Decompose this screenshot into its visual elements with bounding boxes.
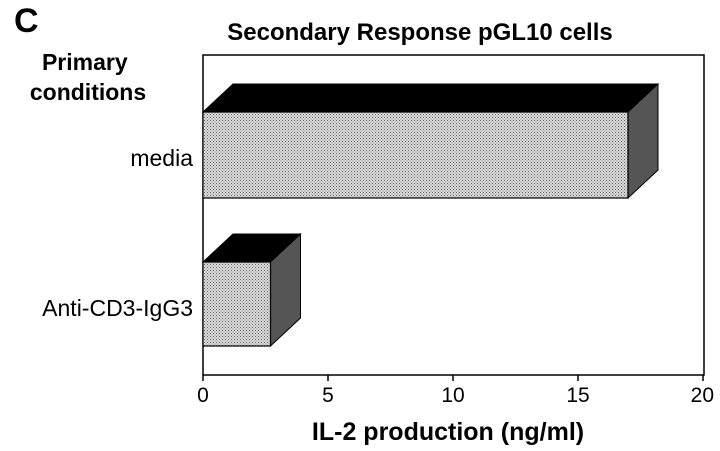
bar-2	[201, 232, 302, 348]
x-axis-title: IL-2 production (ng/ml)	[312, 418, 584, 446]
x-tick-label-10: 10	[441, 384, 464, 407]
y-axis-title: Primary conditions	[30, 49, 146, 105]
bar-1-front	[202, 111, 629, 199]
bars	[201, 82, 660, 348]
x-tick-label-0: 0	[197, 384, 209, 407]
y-axis-title-line-2: conditions	[30, 79, 146, 105]
y-axis-title-line-1: Primary	[42, 49, 128, 75]
x-tick-label-15: 15	[566, 384, 589, 407]
x-ticks: 0 5 10 15 20	[197, 375, 714, 407]
bar-1-top	[201, 83, 660, 113]
x-tick-label-5: 5	[322, 384, 334, 407]
x-tick-label-20: 20	[691, 384, 714, 407]
bar-2-front	[202, 261, 272, 347]
bar-1	[201, 82, 660, 200]
chart-title: Secondary Response pGL10 cells	[227, 19, 613, 46]
category-labels: media Anti-CD3-IgG3	[42, 145, 193, 321]
category-label-2: Anti-CD3-IgG3	[42, 295, 193, 321]
category-label-1: media	[130, 145, 193, 171]
panel-letter: C	[14, 2, 39, 40]
